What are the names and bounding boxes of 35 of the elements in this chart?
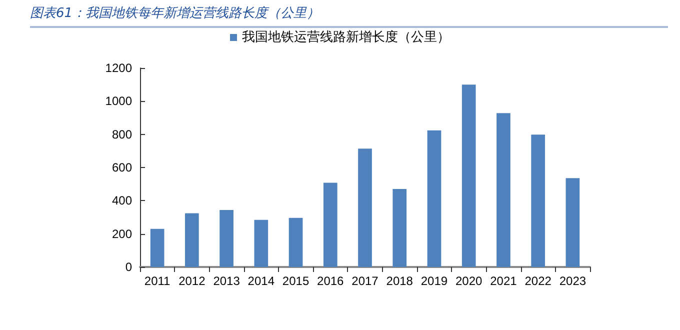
x-tick-label: 2020 (455, 274, 483, 288)
x-tick-label: 2021 (490, 274, 518, 288)
x-tick-label: 2018 (386, 274, 414, 288)
bar (288, 218, 303, 267)
x-tick-label: 2013 (213, 274, 240, 288)
bar (358, 148, 372, 267)
bar (185, 213, 199, 267)
bar (220, 210, 234, 267)
bar (496, 113, 510, 267)
bar (254, 220, 268, 267)
y-tick-label: 1000 (105, 94, 132, 108)
bar (150, 228, 164, 267)
x-tick-label: 2016 (317, 274, 344, 288)
x-tick-label: 2017 (352, 274, 379, 288)
x-tick-label: 2019 (420, 274, 448, 288)
bar (323, 182, 338, 267)
y-tick-label: 0 (125, 260, 132, 274)
x-tick-label: 2023 (559, 274, 586, 288)
x-tick-label: 2015 (282, 274, 310, 288)
bar (566, 178, 580, 267)
bar (531, 134, 545, 267)
x-tick-label: 2022 (524, 274, 552, 288)
x-tick-label: 2011 (144, 274, 171, 288)
y-tick-label: 600 (112, 160, 132, 174)
y-tick-label: 200 (112, 226, 132, 241)
y-tick-label: 800 (112, 127, 132, 142)
chart-title: 图表61：我国地铁每年新增运营线路长度（公里） (30, 4, 668, 28)
bar (462, 84, 476, 267)
bar (427, 130, 442, 267)
x-tick-label: 2012 (178, 274, 206, 288)
bar (392, 189, 407, 267)
legend-label: 我国地铁运营线路新增长度（公里） (242, 29, 450, 45)
y-tick-label: 400 (112, 194, 132, 208)
y-tick-label: 1200 (105, 61, 132, 75)
x-tick-label: 2014 (248, 274, 275, 288)
